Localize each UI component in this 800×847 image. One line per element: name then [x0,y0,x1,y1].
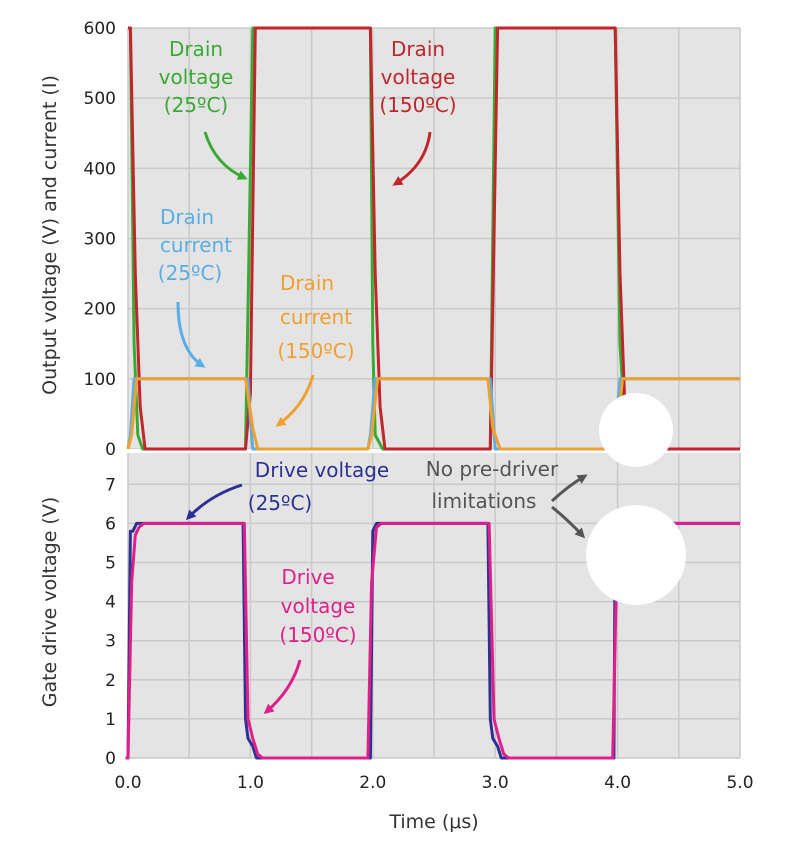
annotation-line: Drain [280,271,334,295]
y-tick-label: 4 [105,593,116,613]
annotation-line: (25ºC) [158,261,222,285]
annotation-line: limitations [432,489,537,513]
annotation-drain-voltage-150c: Drain voltage (150ºC) [379,37,456,117]
y-axis-title-bottom: Gate drive voltage (V) [39,497,61,708]
y-tick-label: 1 [105,710,116,730]
y-tick-label: 500 [84,89,116,109]
annotation-line: voltage [281,594,356,618]
annotation-line: voltage [381,65,456,89]
annotation-line: Drain [169,37,223,61]
y-tick-label: 400 [84,159,116,179]
annotation-line: No pre-driver [426,457,559,481]
y-tick-label: 300 [84,230,116,250]
x-tick-label: 1.0 [237,773,264,793]
annotation-line: Drain [160,205,214,229]
annotation-line: current [160,233,232,257]
y-tick-label: 2 [105,671,116,691]
annotation-drain-voltage-25c: Drain voltage (25ºC) [159,37,234,117]
highlight-circle-top [599,393,673,467]
annotation-line: (25ºC) [248,491,312,515]
annotation-drain-current-150c: Drain current (150ºC) [277,271,354,363]
arrow-drain-current-150c [275,374,315,427]
series-drain-voltage-150-c [128,26,740,451]
annotation-line: (150ºC) [379,93,456,117]
y-tick-label: 200 [84,300,116,320]
x-tick-label: 2.0 [359,773,386,793]
y-tick-label: 7 [105,475,116,495]
x-axis-title: Time (μs) [388,811,478,833]
arrow-no-pre-driver-lower [551,505,586,539]
annotation-line: (25ºC) [164,93,228,117]
annotation-line: (150ºC) [279,623,356,647]
arrow-drain-voltage-150c [392,131,432,186]
annotation-no-pre-driver: No pre-driver limitations [426,457,559,513]
y-tick-label: 100 [84,370,116,390]
x-tick-label: 4.0 [604,773,631,793]
arrow-drive-voltage-25c [185,483,243,521]
annotation-line: Drain [391,37,445,61]
highlight-circle-bottom [586,505,686,605]
tick-labels: 0 100 200 300 400 500 600 0 1 2 3 4 5 6 7 0.0 1.0 2.0 3.0 4… [84,19,754,793]
arrow-drain-current-25c [176,301,206,368]
series-drive-voltage-150-c [125,521,740,760]
y-tick-label: 6 [105,514,116,534]
annotation-drive-voltage-25c: Drive voltage (25ºC) [248,458,389,515]
arrow-drain-voltage-25c [203,131,248,180]
arrow-drive-voltage-150c [263,659,302,714]
series-layer [125,26,740,760]
x-tick-label: 3.0 [482,773,509,793]
annotation-line: Drive voltage [255,458,389,482]
y-tick-label: 0 [105,440,116,460]
y-tick-label: 3 [105,632,116,652]
y-tick-label: 5 [105,553,116,573]
panel-separator [128,449,740,453]
annotation-line: Drive [281,565,334,589]
annotation-line: current [280,305,352,329]
annotation-line: voltage [159,65,234,89]
y-tick-label: 600 [84,19,116,39]
arrow-no-pre-driver-upper [550,474,588,503]
annotation-drain-current-25c: Drain current (25ºC) [158,205,232,285]
annotation-line: (150ºC) [277,339,354,363]
x-tick-label: 5.0 [726,773,753,793]
x-tick-label: 0.0 [114,773,141,793]
y-axis-title-top: Output voltage (V) and current (I) [39,75,61,395]
y-tick-label: 0 [105,749,116,769]
annotation-drive-voltage-150c: Drive voltage (150ºC) [279,565,356,647]
